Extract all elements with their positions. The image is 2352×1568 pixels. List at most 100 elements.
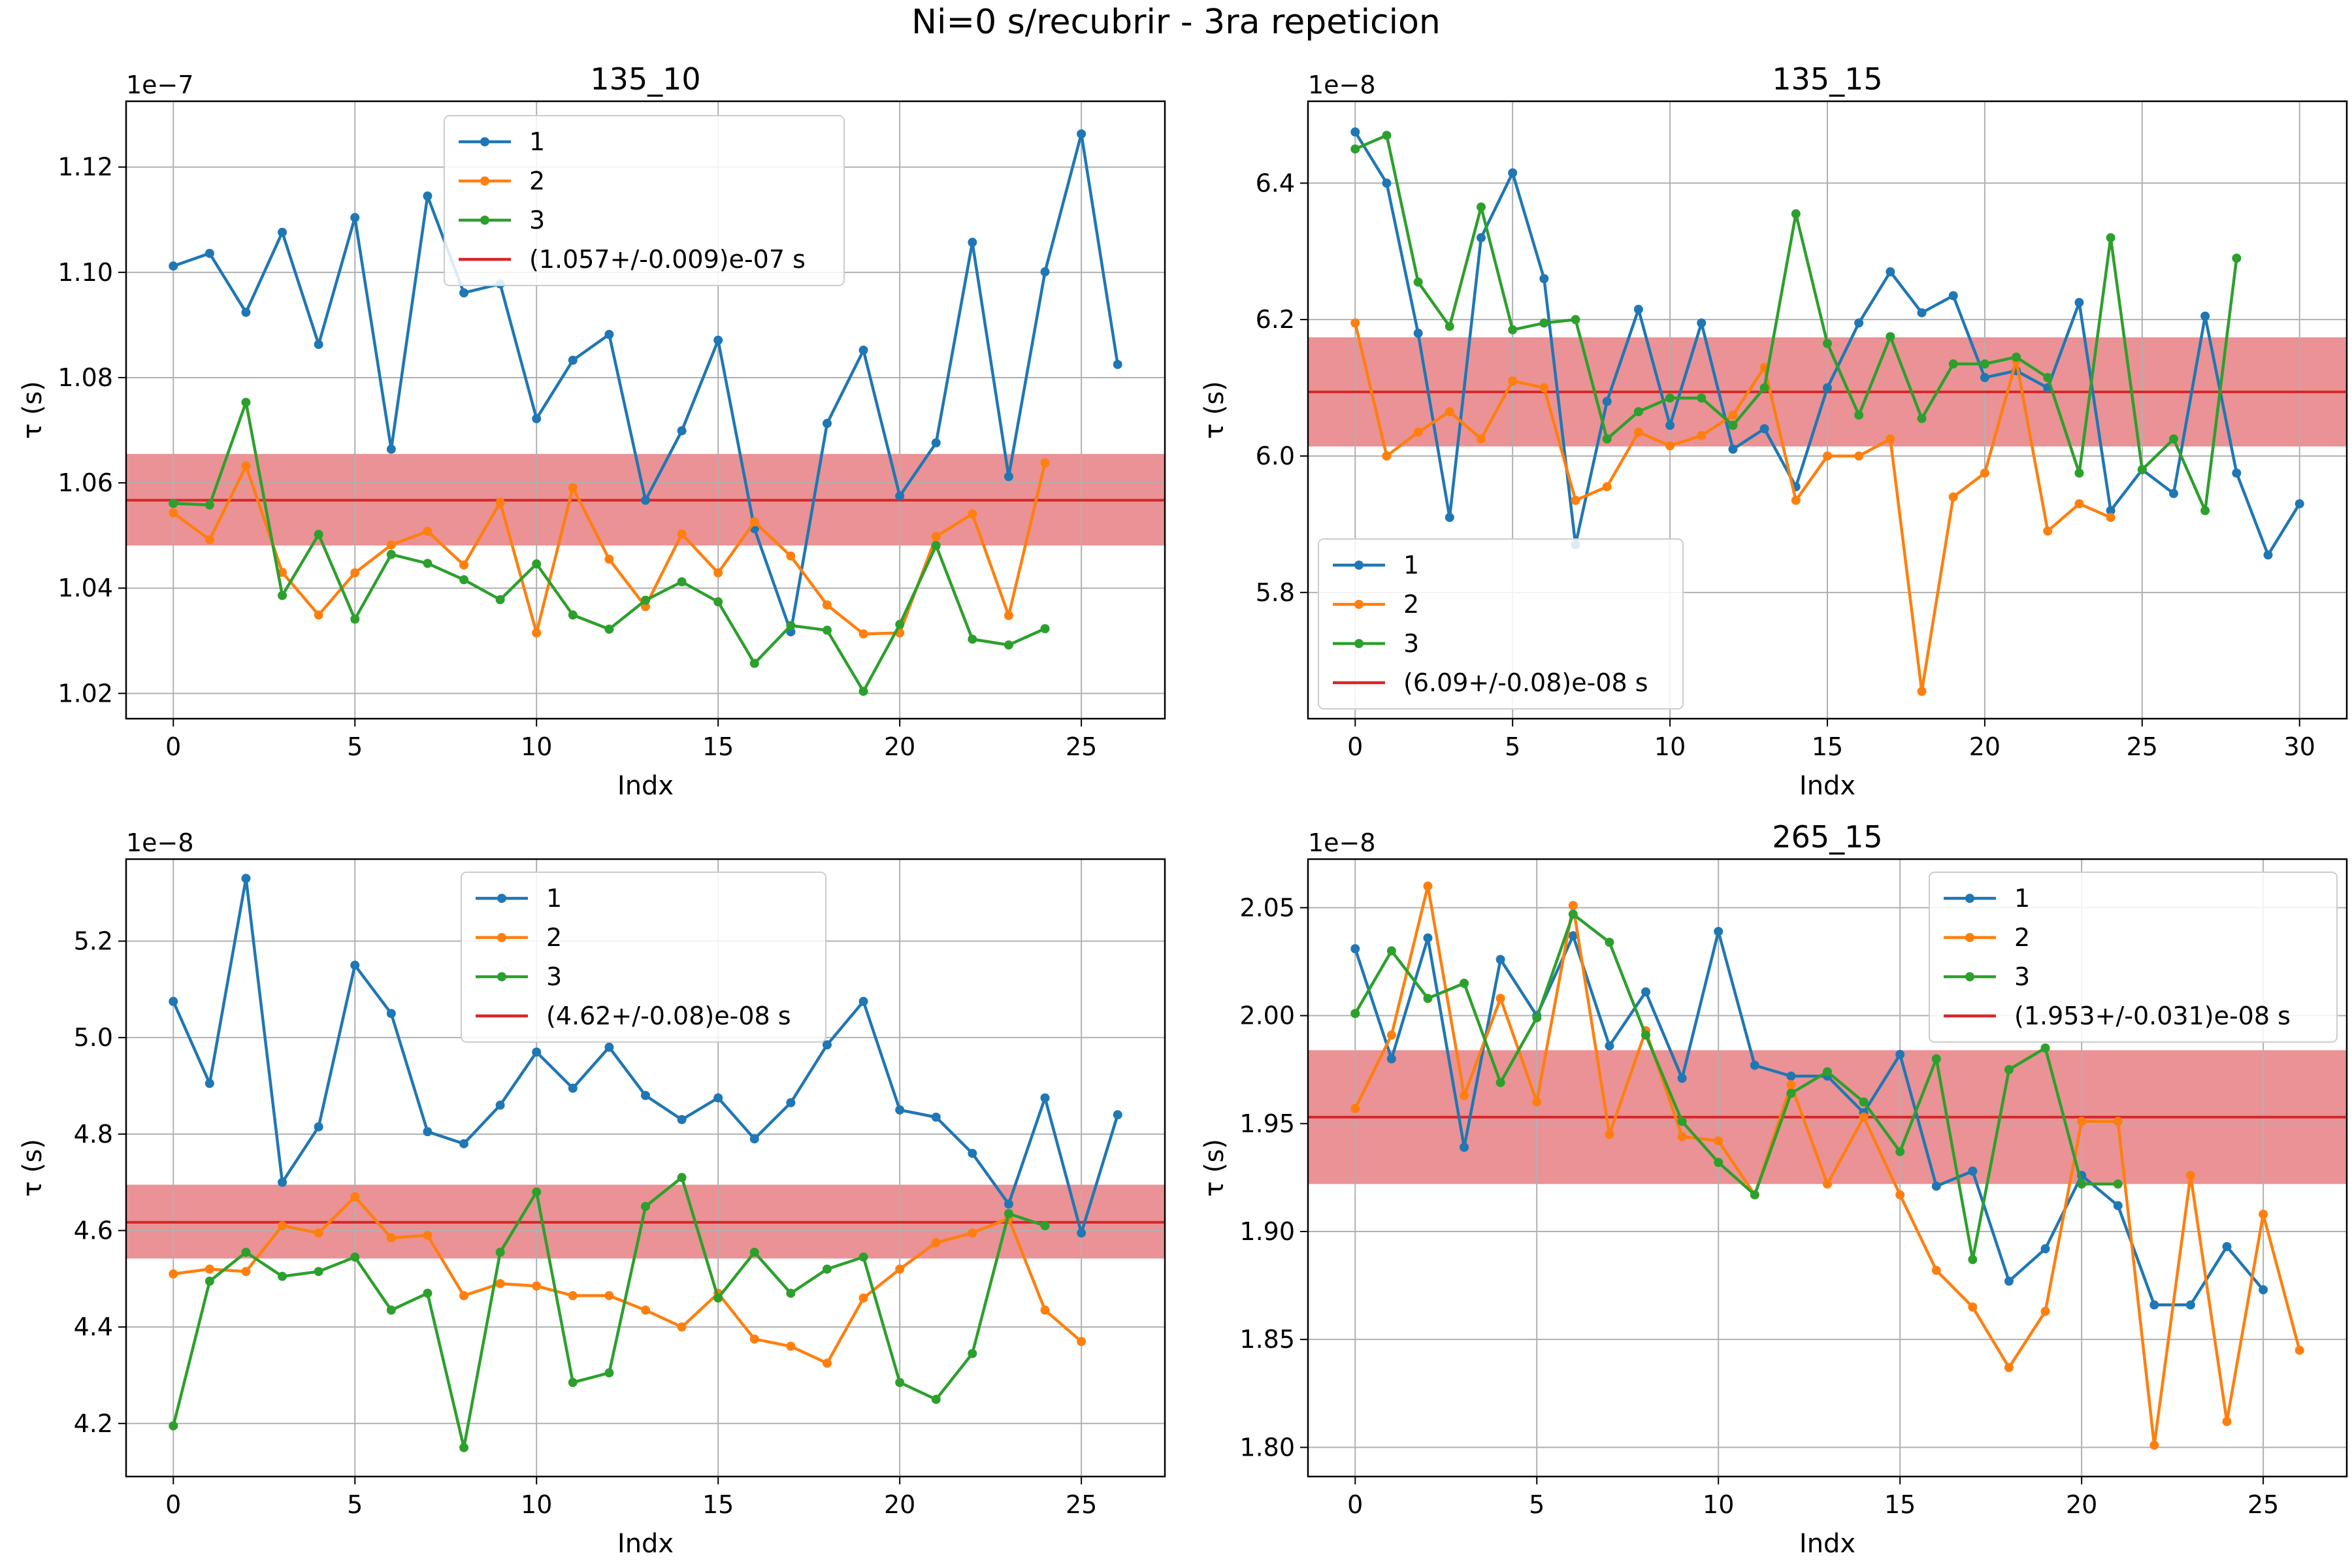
offset-text: 1e−8: [1308, 71, 1376, 99]
legend-swatch-marker: [480, 216, 489, 225]
series-2-point: [204, 535, 214, 545]
series-1-point: [568, 1083, 578, 1093]
series-1-point: [386, 1009, 396, 1019]
series-2-point: [278, 568, 287, 578]
x-tick-label: 20: [884, 732, 915, 761]
series-2-point: [350, 568, 360, 578]
series-1-point: [2004, 1276, 2014, 1286]
series-1-point: [1714, 926, 1723, 936]
series-2-point: [1786, 1080, 1796, 1090]
series-3-point: [204, 500, 214, 510]
series-2-point: [1602, 482, 1612, 491]
series-2-point: [641, 602, 650, 612]
series-2-point: [2185, 1171, 2195, 1181]
series-2-point: [1077, 1337, 1086, 1347]
series-3-point: [1602, 434, 1612, 444]
series-1-point: [968, 237, 977, 247]
y-axis-label: τ (s): [1200, 381, 1230, 439]
y-tick-label: 6.2: [1256, 305, 1295, 334]
series-2-point: [822, 600, 832, 610]
y-tick-label: 1.04: [57, 574, 113, 602]
series-3-point: [1040, 1221, 1050, 1231]
series-2-point: [278, 1221, 287, 1231]
series-2-point: [1633, 427, 1643, 437]
series-2-point: [423, 1230, 433, 1240]
axes-frame: [1307, 858, 2348, 1478]
series-1-point: [423, 191, 433, 201]
y-tick-label: 1.10: [57, 258, 113, 287]
series-1-point: [2200, 311, 2210, 321]
series-2-point: [604, 1291, 614, 1301]
series-3-point: [1931, 1054, 1941, 1064]
series-2-point: [931, 532, 941, 542]
series-2-point: [1477, 434, 1486, 444]
series-3-point: [532, 559, 542, 569]
series-1-point: [1665, 420, 1675, 430]
series-1-point: [241, 874, 251, 883]
series-1-point: [1886, 267, 1895, 277]
series-2-point: [204, 1264, 214, 1274]
legend-label: 3: [2014, 962, 2030, 991]
series-2-point: [1677, 1132, 1687, 1141]
series-3-point: [568, 1378, 578, 1388]
series-3-point: [1786, 1088, 1796, 1098]
series-3-point: [641, 1201, 650, 1211]
series-1-point: [1445, 512, 1454, 522]
series-1-point: [1697, 318, 1707, 328]
legend: 1 2 3 (4.62+/-0.08)e-08 s: [461, 872, 826, 1043]
series-2-point: [1980, 468, 1989, 478]
series-1-point: [895, 1105, 905, 1115]
series-2-line: [173, 1195, 1083, 1365]
series-1-point: [677, 1115, 687, 1124]
x-tick-label: 25: [2247, 1490, 2279, 1519]
series-2-point: [1859, 1112, 1869, 1122]
series-1-line: [1354, 930, 2264, 1307]
x-tick-label: 0: [165, 732, 181, 761]
series-2-point: [749, 517, 759, 527]
series-3-point: [1886, 332, 1895, 342]
series-3-point: [677, 1173, 687, 1183]
series-3-point: [2232, 253, 2242, 263]
series-2-point: [858, 1293, 868, 1303]
x-tick-label: 0: [165, 1490, 181, 1519]
series-3-point: [822, 1264, 832, 1274]
series-2-point: [1895, 1190, 1905, 1200]
series-1-point: [604, 1042, 614, 1052]
series-2-point: [604, 554, 614, 564]
series-2-point: [1823, 1179, 1832, 1189]
legend-swatch-marker: [497, 894, 506, 903]
series-3-point: [1423, 994, 1433, 1004]
series-1-point: [713, 1093, 723, 1103]
series-3-point: [2077, 1179, 2087, 1189]
legend-box: [1318, 538, 1684, 710]
y-tick-label: 1.80: [1239, 1433, 1295, 1462]
series-3-point: [1350, 144, 1360, 154]
series-3-point: [1508, 325, 1518, 335]
series-2-point: [1665, 441, 1675, 451]
series-2-point: [822, 1358, 832, 1368]
x-tick-label: 25: [1066, 732, 1097, 761]
y-tick-label: 1.85: [1239, 1325, 1295, 1354]
series-1-point: [2040, 1244, 2050, 1254]
series-1-point: [641, 495, 650, 505]
series-3-point: [1823, 338, 1832, 348]
x-tick-label: 5: [1529, 1490, 1544, 1519]
series-3-point: [386, 549, 396, 559]
series-1-point: [2185, 1300, 2195, 1310]
series-3-point: [1445, 321, 1454, 331]
series-3-point: [1823, 1067, 1832, 1077]
series-1-point: [2149, 1300, 2159, 1310]
series-3-point: [1859, 1097, 1869, 1107]
x-axis-label: Indx: [617, 771, 674, 801]
series-1-point: [2169, 489, 2178, 498]
series-3-point: [895, 619, 905, 629]
series-1-point: [568, 355, 578, 365]
series-1-point: [459, 1139, 469, 1149]
series-1-point: [278, 227, 287, 237]
y-tick-label: 1.08: [57, 363, 113, 392]
series-2-point: [314, 610, 323, 620]
series-3-point: [1968, 1254, 1978, 1264]
series-2-point: [386, 1233, 396, 1243]
series-2-point: [968, 509, 977, 519]
